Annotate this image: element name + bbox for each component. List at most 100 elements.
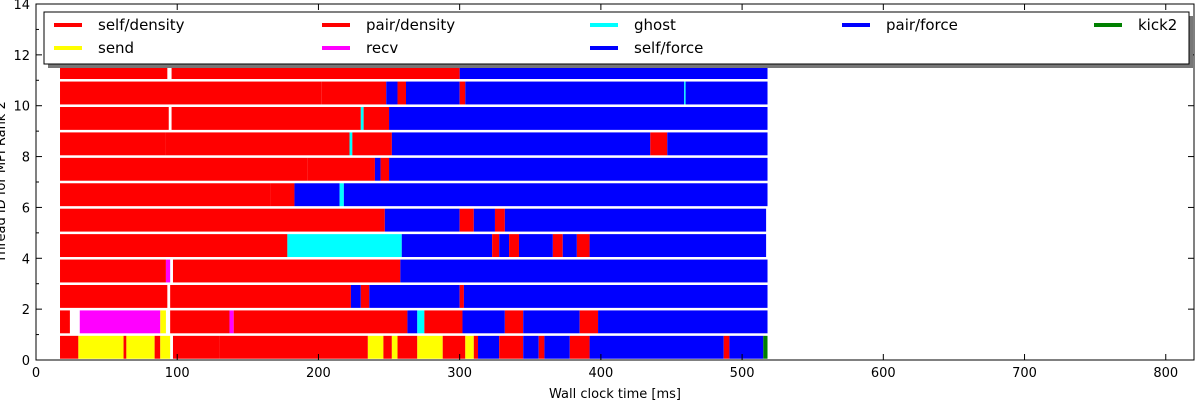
y-axis-ticks: 0 2 4 6 8 10 12 14 <box>13 0 1194 369</box>
task-bar <box>465 335 474 359</box>
task-bar <box>321 81 387 105</box>
task-bar <box>384 208 460 232</box>
task-bar <box>499 234 510 258</box>
task-bar <box>60 259 166 283</box>
task-bar <box>459 284 464 308</box>
task-bar <box>360 106 364 130</box>
y-tick-label: 6 <box>22 201 30 216</box>
x-tick-label: 400 <box>588 366 613 381</box>
task-bar <box>79 310 161 334</box>
task-bar <box>552 234 563 258</box>
task-bar <box>165 132 350 156</box>
task-bar <box>685 81 768 105</box>
x-axis-label: Wall clock time [ms] <box>549 387 681 400</box>
y-tick-label: 4 <box>22 252 30 267</box>
task-bar <box>397 81 406 105</box>
task-bar <box>294 183 340 207</box>
task-bar <box>350 284 361 308</box>
task-bar <box>380 157 390 181</box>
task-bar <box>374 157 381 181</box>
task-bar <box>523 335 539 359</box>
task-bar <box>562 234 577 258</box>
task-bar <box>397 335 418 359</box>
task-bar <box>504 310 524 334</box>
task-bar <box>60 335 79 359</box>
task-bar <box>367 335 384 359</box>
task-bar <box>459 208 474 232</box>
task-bar <box>60 284 168 308</box>
task-bar <box>684 81 686 105</box>
task-bar <box>465 81 685 105</box>
task-bar <box>172 259 401 283</box>
task-bar <box>544 335 570 359</box>
task-bar <box>579 310 599 334</box>
task-bar <box>60 234 288 258</box>
task-bar <box>349 132 353 156</box>
task-bar <box>391 132 651 156</box>
y-tick-label: 12 <box>13 49 30 64</box>
task-bar <box>219 335 368 359</box>
task-bar <box>60 157 308 181</box>
task-bar <box>492 234 500 258</box>
task-bar <box>386 81 398 105</box>
task-bar <box>589 234 767 258</box>
task-bar <box>473 208 495 232</box>
legend-label: self/density <box>98 16 185 34</box>
task-bar <box>369 284 460 308</box>
task-bar <box>60 132 166 156</box>
y-tick-label: 2 <box>22 303 30 318</box>
x-axis-ticks: 0 100 200 300 400 500 600 700 800 <box>32 4 1178 381</box>
y-tick-label: 14 <box>13 0 30 13</box>
x-tick-label: 300 <box>447 366 472 381</box>
task-bar <box>389 157 768 181</box>
x-tick-label: 800 <box>1153 366 1178 381</box>
task-bar <box>401 234 493 258</box>
legend-label: send <box>98 39 134 57</box>
task-bar <box>509 234 519 258</box>
task-bar <box>667 132 768 156</box>
task-bar <box>462 310 505 334</box>
task-bar <box>407 310 418 334</box>
task-bar <box>126 335 155 359</box>
task-bar <box>417 310 425 334</box>
task-bar <box>518 234 553 258</box>
task-bar <box>400 259 768 283</box>
task-bar <box>170 310 230 334</box>
task-bar <box>598 310 768 334</box>
task-bar <box>389 106 768 130</box>
task-bar <box>343 183 768 207</box>
task-bar <box>229 310 234 334</box>
x-tick-label: 200 <box>306 366 331 381</box>
task-bar <box>60 183 271 207</box>
task-bar <box>172 335 220 359</box>
y-tick-label: 8 <box>22 151 30 166</box>
task-bar <box>383 335 392 359</box>
task-bar <box>78 335 124 359</box>
legend-label: self/force <box>634 39 703 57</box>
task-bar <box>417 335 443 359</box>
task-bar <box>307 157 375 181</box>
task-bar <box>478 335 500 359</box>
task-bar <box>442 335 466 359</box>
task-bar <box>233 310 408 334</box>
legend-label: kick2 <box>1138 16 1177 34</box>
x-tick-label: 700 <box>1012 366 1037 381</box>
task-bar <box>165 259 171 283</box>
task-bar <box>352 132 392 156</box>
task-bar <box>60 106 169 130</box>
task-bar <box>160 335 171 359</box>
task-bar <box>160 310 166 334</box>
task-bar <box>60 81 322 105</box>
y-tick-label: 10 <box>13 100 30 115</box>
task-bar <box>391 335 398 359</box>
task-bar <box>459 81 466 105</box>
task-bar <box>405 81 460 105</box>
task-bar <box>463 284 768 308</box>
legend-label: pair/density <box>366 16 455 34</box>
task-bar <box>576 234 590 258</box>
x-tick-label: 0 <box>32 366 40 381</box>
task-bar <box>523 310 580 334</box>
